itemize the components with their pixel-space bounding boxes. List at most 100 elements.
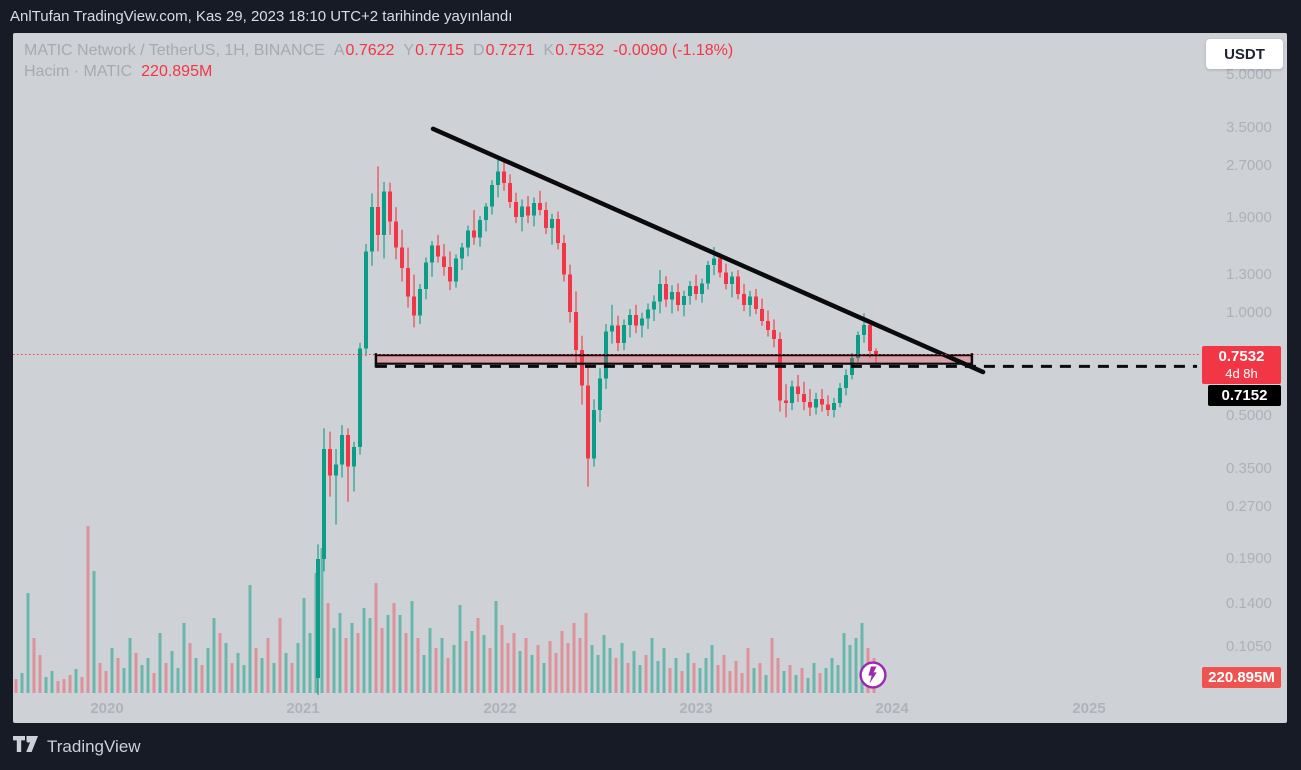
candle-body — [628, 314, 633, 325]
candle-body — [406, 267, 411, 297]
volume-bar — [656, 661, 660, 693]
change-value: -0.0090 (-1.18%) — [613, 42, 734, 59]
candle-body — [580, 350, 585, 386]
price-tick-2.7000: 2.7000 — [1226, 157, 1272, 174]
tradingview-brand[interactable]: TradingView — [47, 736, 141, 756]
volume-bar — [116, 658, 120, 693]
candle-body — [862, 324, 867, 335]
volume-bar — [422, 655, 426, 693]
volume-bar — [386, 615, 390, 693]
volume-bar — [626, 663, 630, 693]
candle-body — [616, 325, 621, 343]
candle-body — [400, 247, 405, 268]
price-tick-3.5000: 3.5000 — [1226, 119, 1272, 136]
volume-bar — [434, 648, 438, 693]
volume-bar — [128, 638, 132, 693]
volume-bar — [620, 643, 624, 693]
time-tick-2021: 2021 — [286, 700, 320, 717]
volume-bar — [26, 593, 30, 693]
volume-bar — [332, 628, 336, 693]
volume-bar — [680, 671, 684, 693]
candle-body — [358, 348, 363, 448]
volume-bar — [56, 681, 60, 693]
volume-bar — [110, 648, 114, 693]
tradingview-logo[interactable] — [13, 736, 38, 757]
price-axis[interactable]: 5.0000 3.5000 2.7000 1.9000 1.3000 1.0000 0.50… — [1199, 33, 1287, 695]
volume-bar — [440, 638, 444, 693]
volume-bar — [134, 653, 138, 693]
volume-bar — [698, 668, 702, 693]
volume-bar — [374, 583, 378, 693]
volume-bar — [668, 668, 672, 693]
volume-bar — [194, 658, 198, 693]
volume-bar — [458, 605, 462, 693]
attribution-bar: AnlTufan TradingView.com, Kas 29, 2023 1… — [0, 0, 1301, 33]
candle-body — [334, 464, 339, 476]
volume-bar — [206, 648, 210, 693]
candle-body — [778, 339, 783, 401]
volume-bar — [728, 671, 732, 693]
candle-body — [640, 318, 645, 326]
candle-body — [796, 386, 801, 395]
volume-bar — [380, 628, 384, 693]
time-tick-2020: 2020 — [90, 700, 124, 717]
price-tick-0.5000: 0.5000 — [1226, 407, 1272, 424]
volume-bar — [416, 638, 420, 693]
chart-canvas[interactable] — [13, 33, 1287, 723]
volume-bar — [716, 665, 720, 693]
candle-body — [820, 399, 825, 405]
volume-bar — [734, 661, 738, 693]
candle-body — [328, 449, 333, 476]
volume-bar — [488, 648, 492, 693]
candle-body — [574, 311, 579, 351]
volume-bar — [320, 548, 324, 693]
price-tick-1.9000: 1.9000 — [1226, 209, 1272, 226]
candle-body — [568, 274, 573, 312]
price-tick-1.0000: 1.0000 — [1226, 304, 1272, 321]
candle-body — [508, 183, 513, 203]
candle-body — [388, 191, 393, 222]
volume-bar — [614, 658, 618, 693]
volume-bar — [428, 628, 432, 693]
candle-body — [814, 399, 819, 408]
volume-bar — [362, 608, 366, 693]
candle-body — [802, 394, 807, 402]
candle-body — [784, 400, 789, 404]
volume-bar — [68, 675, 72, 693]
time-tick-2022: 2022 — [483, 700, 517, 717]
candle-body — [664, 283, 669, 300]
candle-body — [514, 202, 519, 217]
ohlc-low: D0.7271 — [473, 42, 535, 59]
candle-body — [424, 262, 429, 289]
descending-trendline[interactable] — [430, 126, 986, 375]
candle-body — [754, 296, 759, 310]
volume-bar — [650, 638, 654, 693]
volume-bar — [836, 665, 840, 693]
currency-toggle-button[interactable]: USDT — [1206, 39, 1283, 69]
candle-body — [412, 296, 417, 316]
volume-bar — [368, 618, 372, 693]
volume-pane — [14, 526, 876, 693]
volume-bar — [602, 635, 606, 693]
volume-bar — [476, 618, 480, 693]
volume-bar — [218, 633, 222, 693]
symbol-title[interactable]: MATIC Network / TetherUS, 1H, BINANCE — [24, 42, 325, 59]
volume-bar — [356, 633, 360, 693]
time-axis[interactable]: 2020 2021 2022 2023 2024 2025 — [13, 695, 1199, 723]
volume-bar — [236, 653, 240, 693]
candle-body — [376, 207, 381, 235]
volume-bar — [212, 618, 216, 693]
volume-study-title[interactable]: Hacim · MATIC — [24, 63, 133, 80]
candle-body — [748, 296, 753, 305]
volume-bar — [38, 655, 42, 693]
volume-bar — [92, 571, 96, 693]
attribution-text: AnlTufan TradingView.com, Kas 29, 2023 1… — [10, 8, 513, 25]
volume-bar — [278, 618, 282, 693]
candle-body — [484, 206, 489, 220]
support-channel-fill[interactable] — [375, 355, 972, 364]
volume-bar — [842, 633, 846, 693]
candle-body — [772, 329, 777, 340]
volume-bar — [806, 678, 810, 693]
idea-flash-badge[interactable] — [859, 661, 887, 689]
candle-body — [610, 325, 615, 332]
